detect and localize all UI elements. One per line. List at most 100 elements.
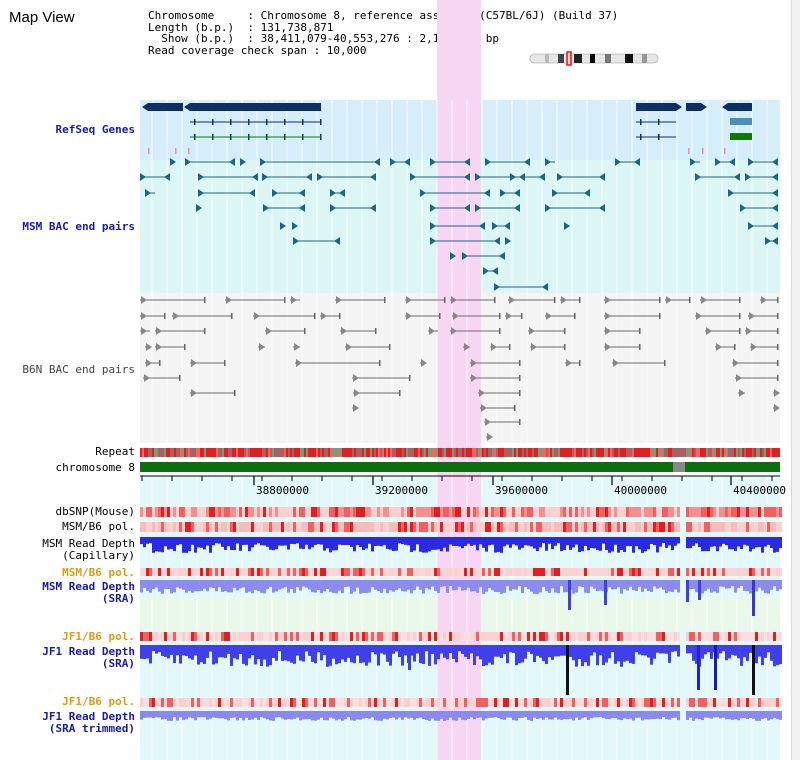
msm-depth-sra-line1: MSM Read Depth xyxy=(42,580,135,593)
msm-capillary-depth-bar xyxy=(347,537,350,546)
msm-b6-pol-mark xyxy=(746,522,749,532)
msm-sra-depth-bar xyxy=(161,580,164,594)
dbsnp-mark xyxy=(281,507,284,517)
exon-mark xyxy=(284,119,286,125)
repeat-mark xyxy=(756,448,758,457)
repeat-mark xyxy=(400,448,402,457)
exon-mark xyxy=(658,119,660,125)
msm-sra-depth-bar xyxy=(617,580,620,588)
jf1-b6-pol-mark xyxy=(677,632,680,641)
dbsnp-mark xyxy=(380,507,383,517)
jf1-sra-depth-bar xyxy=(536,645,539,656)
jf1-sra-depth-bar xyxy=(275,645,278,661)
msm-b6-pol-sra-mark xyxy=(374,568,377,576)
b6n-bac-end xyxy=(521,313,523,319)
jf1-b6-pol-mark xyxy=(368,632,371,641)
repeat-mark xyxy=(374,448,376,457)
msm-capillary-depth-bar xyxy=(467,537,470,544)
jf1-sra-trimmed-depth-bar xyxy=(482,711,485,721)
repeat-mark xyxy=(688,448,690,457)
msm-sra-depth-bar xyxy=(386,580,389,594)
repeat-mark xyxy=(770,448,772,457)
msm-capillary-depth-bar xyxy=(173,537,176,552)
jf1-b6-pol-trim-mark xyxy=(515,698,518,707)
msm-b6-pol-sra-mark xyxy=(275,568,278,576)
jf1-b6-pol-mark xyxy=(767,632,770,641)
b6n-bac-end xyxy=(164,313,166,319)
repeat-mark xyxy=(594,448,596,457)
jf1-b6-pol-mark xyxy=(203,632,206,641)
jf1-sra-trimmed-depth-bar xyxy=(146,711,149,718)
track-label-b6n-bac[interactable]: B6N BAC end pairs xyxy=(22,363,135,376)
b6n-bac-end xyxy=(294,343,300,351)
msm-b6-pol-sra-mark xyxy=(356,568,359,576)
jf1-sra-trimmed-depth-bar xyxy=(617,711,620,720)
msm-b6-pol-sra-mark xyxy=(770,568,773,576)
repeat-mark xyxy=(392,448,394,457)
jf1-b6-pol-trim-mark xyxy=(386,698,389,707)
dbsnp-mark xyxy=(557,507,560,517)
jf1-b6-pol-trim-mark xyxy=(230,698,233,707)
dbsnp-mark xyxy=(545,507,548,517)
repeat-mark xyxy=(654,448,656,457)
msm-sra-depth-bar xyxy=(395,580,398,591)
jf1-b6-pol-mark xyxy=(416,632,419,641)
jf1-b6-pol-trim-mark xyxy=(518,698,521,707)
repeat-mark xyxy=(318,448,320,457)
msm-capillary-depth-bar xyxy=(779,537,782,548)
ideogram-band xyxy=(605,54,611,63)
msm-capillary-depth-bar xyxy=(758,537,761,547)
jf1-b6-pol-mark xyxy=(641,632,644,641)
msm-capillary-depth-bar xyxy=(281,537,284,546)
msm-capillary-depth-bar xyxy=(212,537,215,546)
msm-bac-end xyxy=(464,204,470,212)
jf1-sra-depth-bar xyxy=(590,645,593,656)
dbsnp-mark xyxy=(536,507,539,517)
jf1-b6-pol-mark xyxy=(395,632,398,641)
vertical-scrollbar[interactable] xyxy=(791,0,800,760)
jf1-b6-pol-mark xyxy=(593,632,596,641)
jf1-sra-depth-bar xyxy=(605,645,608,663)
track-label-msm-bac[interactable]: MSM BAC end pairs xyxy=(22,220,135,233)
jf1-b6-pol-trim-mark xyxy=(614,698,617,707)
msm-bac-end xyxy=(734,173,740,181)
msm-bac-end xyxy=(510,173,516,181)
b6n-bac-end xyxy=(777,375,779,381)
msm-b6-pol-mark xyxy=(299,522,302,532)
repeat-mark xyxy=(284,448,286,457)
jf1-sra-trimmed-depth-bar xyxy=(761,711,764,719)
repeat-mark xyxy=(162,448,164,457)
msm-b6-pol-sra-mark xyxy=(239,568,242,576)
msm-bac-end xyxy=(564,222,570,230)
jf1-sra-depth-bar xyxy=(776,645,779,665)
msm-sra-depth-bar xyxy=(743,580,746,591)
msm-b6-pol-mark xyxy=(443,522,446,532)
jf1-b6-pol-mark xyxy=(656,632,659,641)
repeat-mark xyxy=(580,448,582,457)
msm-capillary-depth-bar xyxy=(209,537,212,553)
dbsnp-mark xyxy=(389,507,392,517)
msm-b6-pol-mark xyxy=(377,522,380,532)
msm-b6-pol-sra-mark xyxy=(530,568,533,576)
repeat-mark xyxy=(378,448,380,457)
b6n-bac-end xyxy=(444,297,446,303)
jf1-sra-trimmed-depth-bar xyxy=(383,711,386,719)
msm-b6-pol-sra-mark xyxy=(251,568,254,576)
msm-capillary-depth-bar xyxy=(632,537,635,553)
jf1-sra-depth-bar xyxy=(149,645,152,664)
jf1-sra-depth-bar xyxy=(737,645,740,659)
jf1-b6-pol-mark xyxy=(506,632,509,641)
msm-capillary-depth-bar xyxy=(749,537,752,552)
jf1-b6-pol-mark xyxy=(332,632,335,641)
jf1-sra-depth-bar xyxy=(335,645,338,665)
msm-bac-end xyxy=(390,158,396,166)
jf1-b6-pol-mark xyxy=(140,632,143,641)
msm-b6-pol-sra-mark xyxy=(425,568,428,576)
repeat-mark xyxy=(614,448,616,457)
jf1-sra-trimmed-depth-bar xyxy=(359,711,362,720)
b6n-bac-end xyxy=(439,313,441,319)
jf1-sra-trimmed-depth-bar xyxy=(425,711,428,720)
track-label-refseq[interactable]: RefSeq Genes xyxy=(55,123,135,136)
jf1-b6-pol-trim-mark xyxy=(650,698,653,707)
